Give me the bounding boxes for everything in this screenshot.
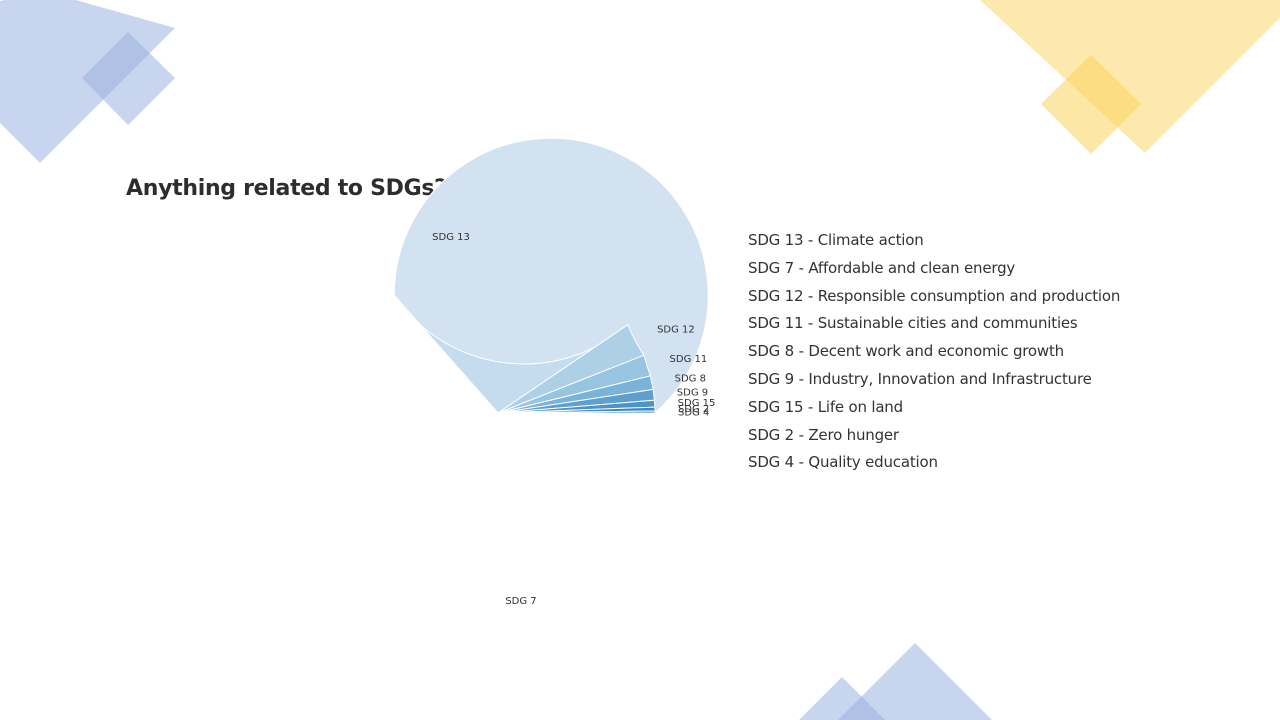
- legend-item: SDG 9 - Industry, Innovation and Infrast…: [748, 369, 1092, 388]
- legend-item: SDG 15 - Life on land: [748, 397, 903, 416]
- legend-item: SDG 13 - Climate action: [748, 231, 924, 249]
- pie-slices: [393, 137, 709, 414]
- legend-item: SDG 4 - Quality education: [748, 453, 938, 472]
- pie-slice-sdg-4: [497, 410, 656, 414]
- chart-legend: SDG 13 - Climate action SDG 7 - Affordabl…: [748, 228, 1120, 478]
- decor-square: [799, 677, 885, 720]
- slice-label-sdg-13: SDG 13: [432, 232, 470, 243]
- decor-top-left-squares: [0, 0, 175, 163]
- slice-label-sdg-4: SDG 4: [678, 407, 709, 418]
- legend-item: SDG 2 - Zero hunger: [748, 425, 899, 444]
- slice-label-sdg-2: SDG 2: [678, 404, 709, 415]
- legend-item: SDG 7 - Affordable and clean energy: [748, 258, 1016, 277]
- page-title: Anything related to SDGs?: [126, 176, 447, 201]
- slice-label-sdg-12: SDG 12: [657, 324, 695, 335]
- slice-label-sdg-9: SDG 9: [677, 388, 708, 399]
- slice-label-sdg-7: SDG 7: [505, 596, 536, 607]
- slice-label-sdg-11: SDG 11: [670, 354, 708, 365]
- decor-square: [1041, 55, 1141, 154]
- decor-square: [980, 0, 1280, 153]
- slice-label-sdg-8: SDG 8: [675, 374, 706, 385]
- slice-label-sdg-15: SDG 15: [678, 398, 716, 409]
- legend-item: SDG 8 - Decent work and economic growth: [748, 342, 1064, 361]
- decor-square: [82, 32, 175, 125]
- decor-top-right-squares: [980, 0, 1280, 154]
- legend-item: SDG 12 - Responsible consumption and pro…: [748, 286, 1121, 305]
- decor-bottom-squares: [799, 643, 992, 720]
- decor-square: [838, 643, 992, 720]
- legend-item: SDG 11 - Sustainable cities and communit…: [748, 314, 1078, 333]
